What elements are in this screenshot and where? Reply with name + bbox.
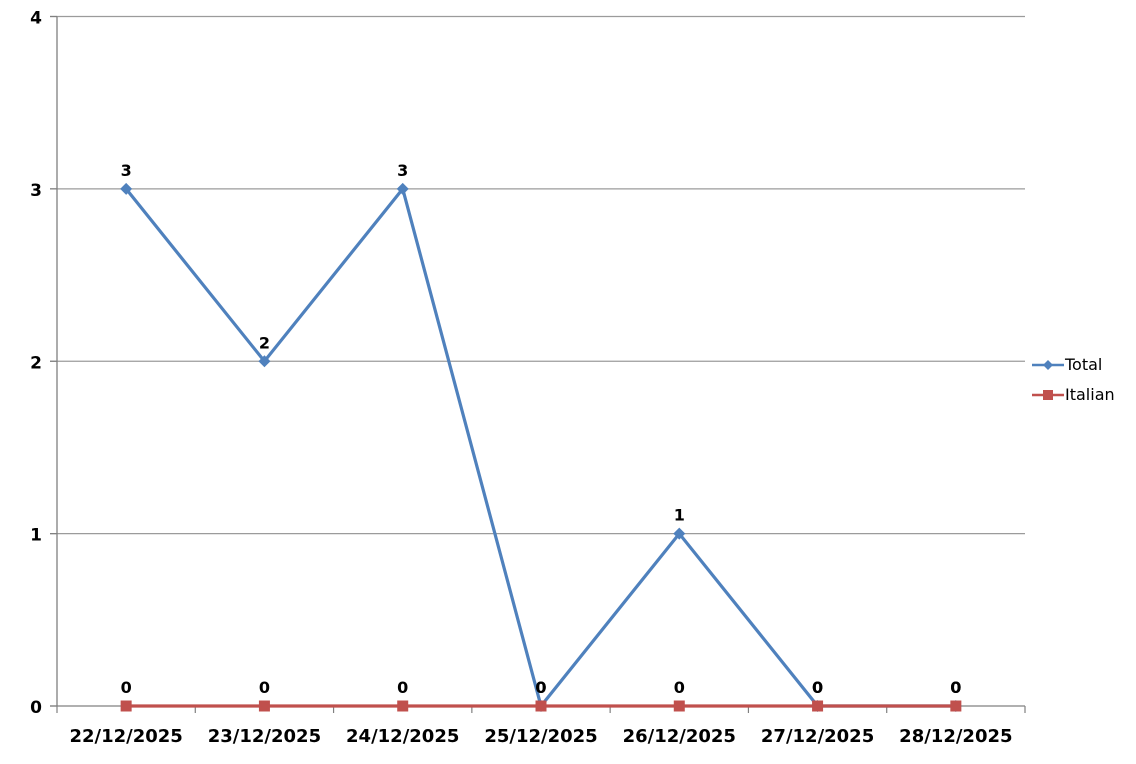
marker-total-4 xyxy=(673,527,686,540)
data-label-total-2: 3 xyxy=(397,161,408,180)
series-line-total xyxy=(124,185,956,710)
marker-italian-1 xyxy=(258,700,270,712)
data-label-italian-1: 0 xyxy=(259,678,270,697)
y-tick-label-3: 3 xyxy=(30,181,42,201)
x-tick-label-6: 28/12/2025 xyxy=(899,726,1012,747)
data-label-total-3: 0 xyxy=(535,678,546,697)
legend-marker-italian xyxy=(1032,390,1064,400)
data-label-total-5: 0 xyxy=(812,678,823,697)
data-label-italian-2: 0 xyxy=(397,678,408,697)
marker-italian-5 xyxy=(812,700,824,712)
x-tick-label-2: 24/12/2025 xyxy=(346,726,459,747)
chart-legend: Total Italian xyxy=(1032,355,1115,405)
legend-label-italian: Italian xyxy=(1065,385,1115,404)
legend-marker-total xyxy=(1032,360,1064,370)
legend-item-italian: Italian xyxy=(1032,385,1115,405)
data-label-italian-4: 0 xyxy=(674,678,685,697)
y-tick-label-2: 2 xyxy=(30,353,42,373)
x-tick-label-3: 25/12/2025 xyxy=(484,726,597,747)
x-tick-label-4: 26/12/2025 xyxy=(623,726,736,747)
legend-item-total: Total xyxy=(1032,355,1115,375)
marker-italian-4 xyxy=(673,700,685,712)
marker-total-0 xyxy=(120,182,133,195)
x-tick-label-1: 23/12/2025 xyxy=(208,726,321,747)
data-label-italian-0: 0 xyxy=(121,678,132,697)
data-label-italian-3: 0 xyxy=(535,678,546,697)
data-label-total-4: 1 xyxy=(674,506,685,525)
marker-italian-2 xyxy=(397,700,409,712)
y-tick-label-4: 4 xyxy=(30,9,42,29)
x-tick-label-0: 22/12/2025 xyxy=(69,726,182,747)
marker-italian-6 xyxy=(950,700,962,712)
data-label-italian-6: 0 xyxy=(950,678,961,697)
marker-total-2 xyxy=(396,182,409,195)
data-label-italian-5: 0 xyxy=(812,678,823,697)
marker-italian-3 xyxy=(535,700,547,712)
data-label-total-6: 0 xyxy=(950,678,961,697)
x-tick-label-5: 27/12/2025 xyxy=(761,726,874,747)
y-tick-label-0: 0 xyxy=(30,698,42,718)
data-label-total-1: 2 xyxy=(259,333,270,352)
data-label-total-0: 3 xyxy=(121,161,132,180)
y-tick-label-1: 1 xyxy=(30,526,42,546)
marker-italian-0 xyxy=(120,700,132,712)
legend-label-total: Total xyxy=(1065,355,1103,374)
marker-total-1 xyxy=(258,355,271,368)
